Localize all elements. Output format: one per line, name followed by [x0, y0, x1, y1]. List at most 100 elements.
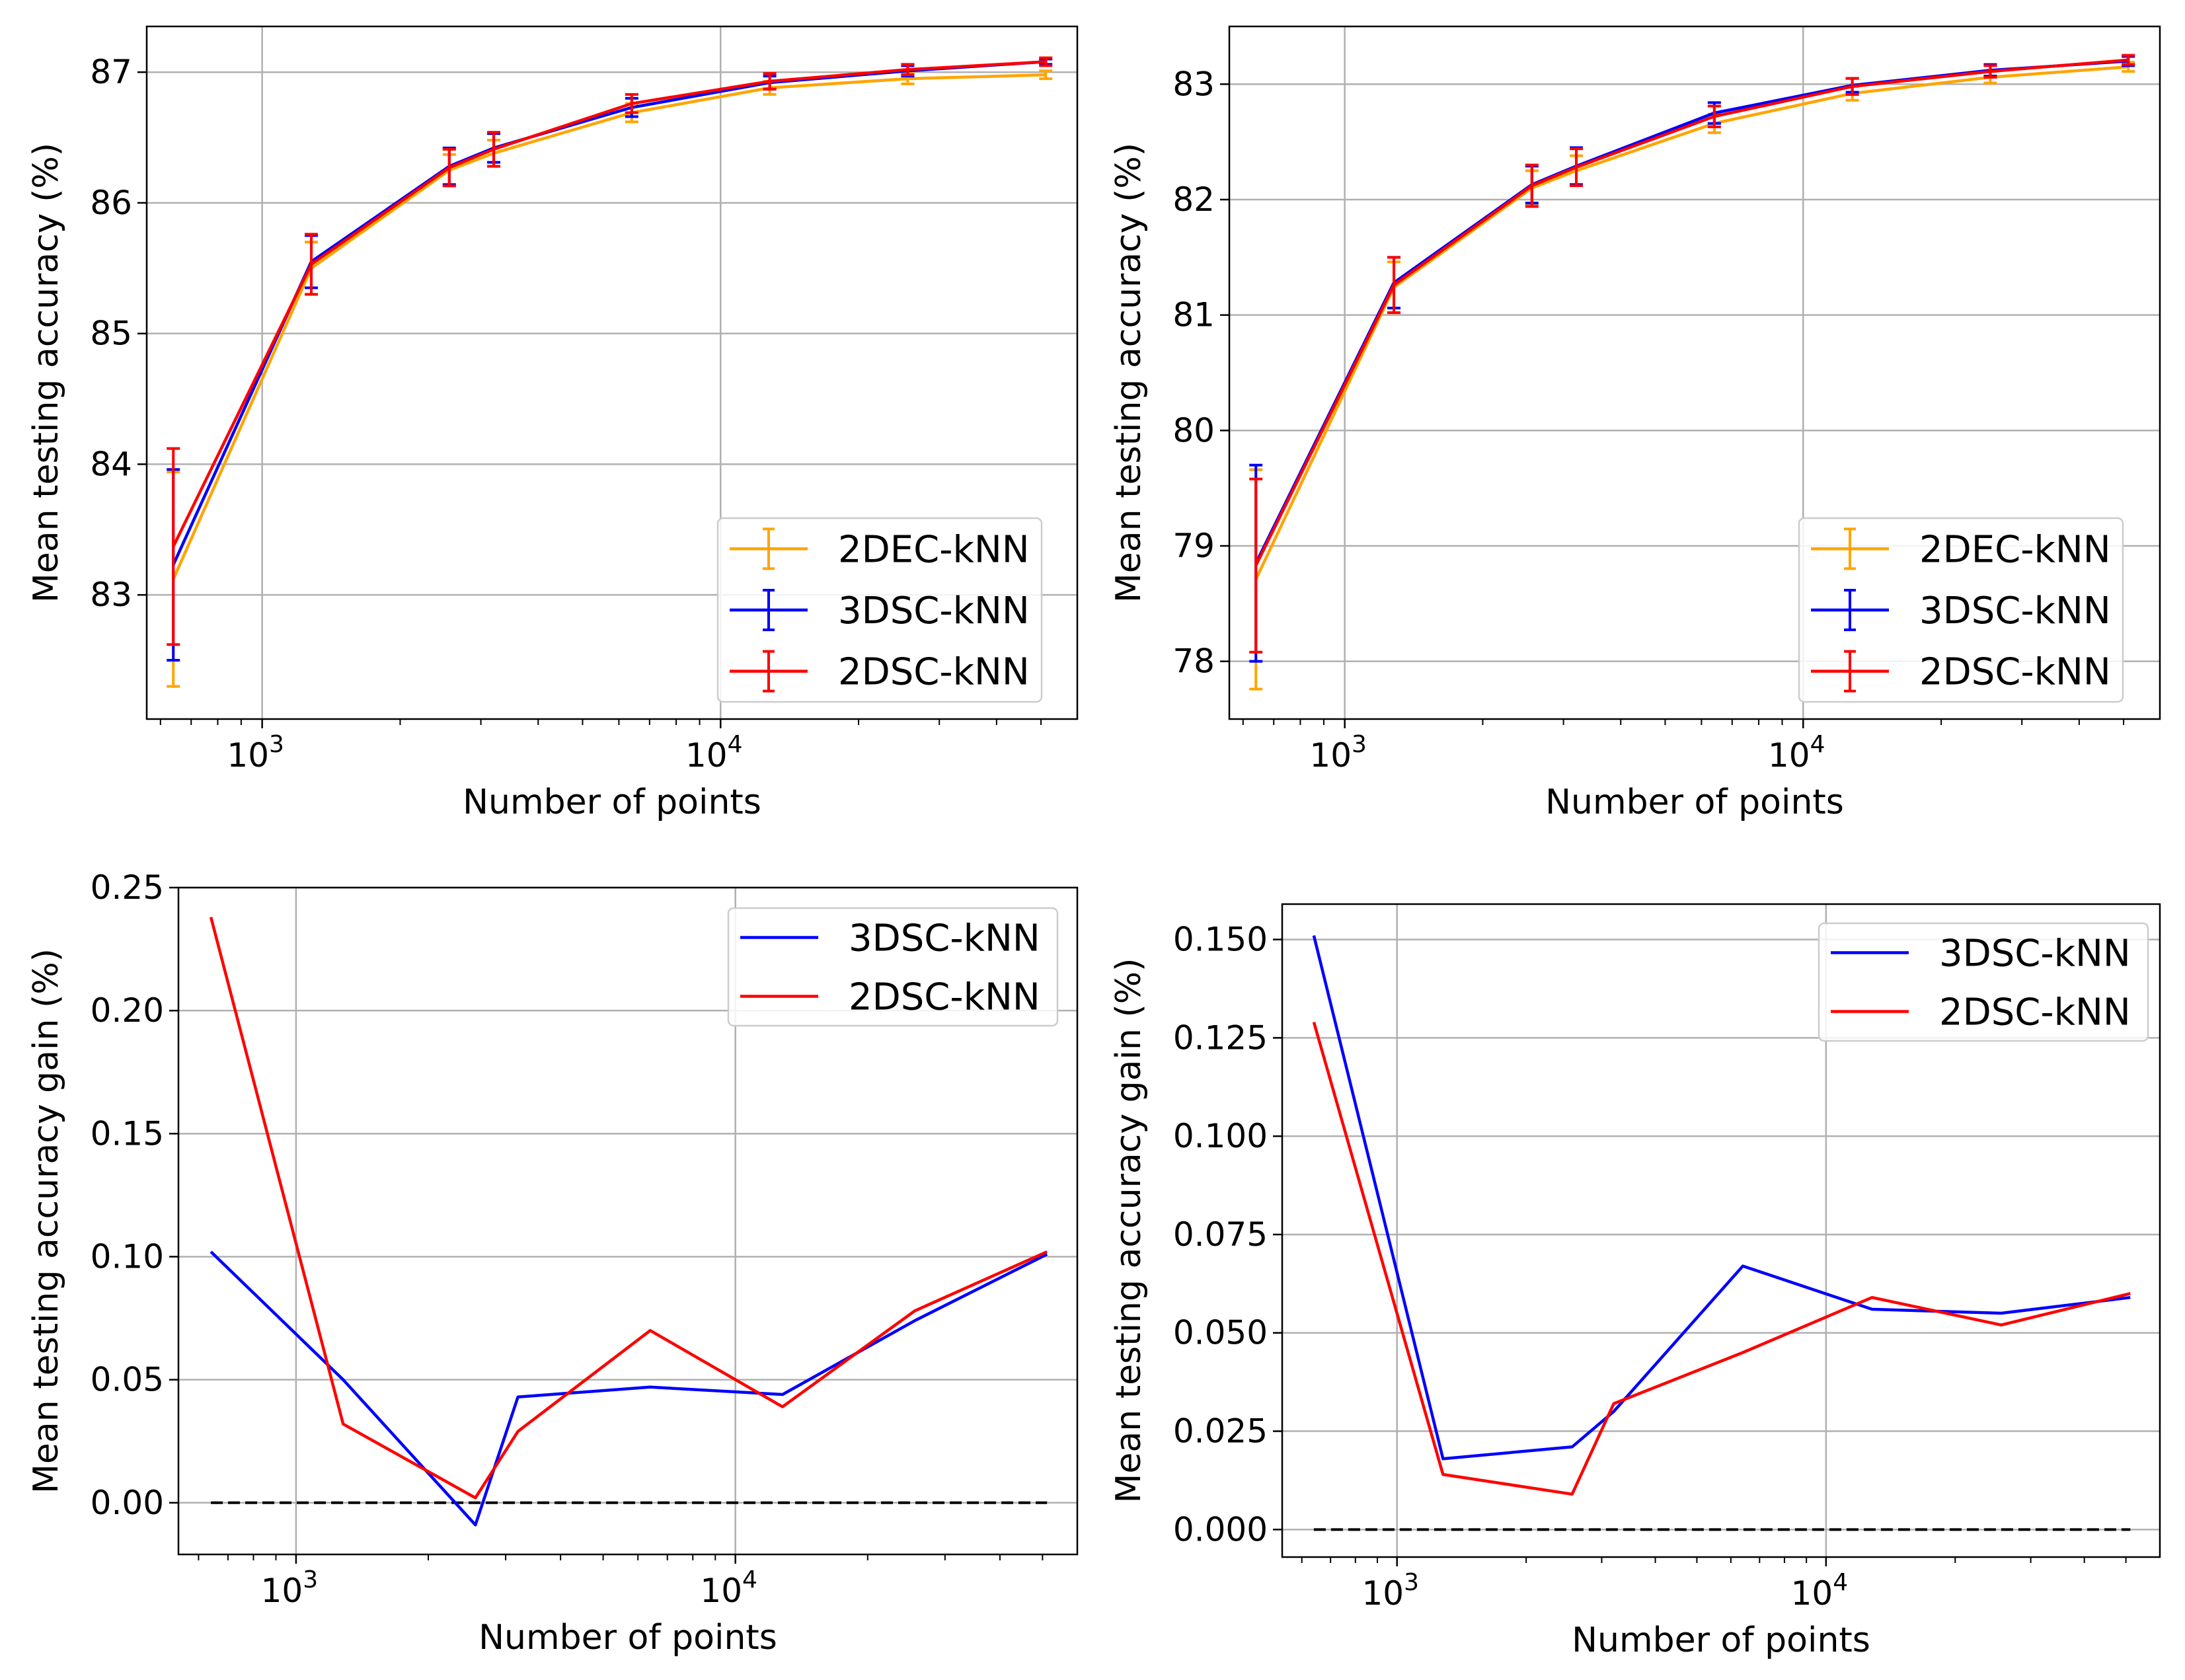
error-bar-2DEC-kNN — [1039, 69, 1053, 81]
series-line-3DSC-kNN — [210, 1250, 1048, 1527]
series-line-3DSC-kNN — [1312, 935, 2131, 1461]
y-tick-label: 83 — [90, 576, 132, 614]
error-bar-2DSC-kNN — [305, 233, 319, 296]
error-bar-2DSC-kNN — [1707, 104, 1721, 128]
x-tick-label-base: 10 — [1768, 736, 1810, 775]
x-tick-label-base: 10 — [1309, 736, 1352, 775]
error-bar-2DSC-kNN — [1845, 77, 1859, 96]
x-tick-label-base: 10 — [700, 1572, 742, 1610]
error-bar-2DSC-kNN — [2122, 54, 2135, 66]
y-tick-label: 0.050 — [1173, 1314, 1268, 1352]
x-tick-label: 103 — [1361, 1569, 1419, 1613]
legend-label: 3DSC-kNN — [849, 917, 1040, 960]
y-tick-label: 0.00 — [91, 1484, 164, 1522]
error-bar-2DSC-kNN — [1983, 64, 1997, 79]
legend: 3DSC-kNN 2DSC-kNN — [1818, 922, 2149, 1042]
error-bar-2DSC-kNN — [1387, 256, 1401, 315]
x-axis-label: Number of points — [479, 1618, 777, 1658]
y-axis-label: Mean testing accuracy gain (%) — [1109, 958, 1149, 1504]
x-tick-label: 104 — [1768, 731, 1825, 775]
x-tick-label-exponent: 3 — [303, 1566, 318, 1593]
y-tick-label: 0.25 — [91, 868, 164, 907]
x-tick-label: 104 — [700, 1566, 757, 1610]
y-tick-label: 0.025 — [1173, 1412, 1268, 1451]
legend: 2DEC-kNN 3DSC-kNN 2DSC-kNN — [716, 517, 1043, 703]
y-tick-label: 0.125 — [1173, 1018, 1268, 1057]
legend-label: 3DSC-kNN — [1939, 933, 2131, 975]
y-tick-label: 0.075 — [1173, 1215, 1268, 1254]
error-bar-2DSC-kNN — [487, 131, 501, 168]
x-tick-label: 103 — [261, 1566, 319, 1610]
x-tick-label-exponent: 3 — [1404, 1569, 1419, 1596]
x-axis-label: Number of points — [1545, 783, 1844, 822]
legend-label: 3DSC-kNN — [1919, 590, 2111, 632]
x-tick-label: 104 — [1791, 1569, 1849, 1613]
error-bar-2DSC-kNN — [1525, 163, 1539, 208]
x-tick-label-exponent: 4 — [1810, 731, 1825, 758]
y-tick-label: 86 — [90, 184, 132, 222]
y-tick-label: 85 — [90, 315, 132, 353]
y-tick-label: 87 — [90, 53, 132, 91]
x-tick-label-base: 10 — [261, 1572, 303, 1610]
x-tick-label: 104 — [685, 731, 743, 775]
y-tick-label: 0.150 — [1173, 921, 1268, 959]
error-bar-2DSC-kNN — [1039, 56, 1053, 67]
legend-box — [716, 517, 1043, 703]
x-tick-label-exponent: 4 — [728, 731, 743, 758]
x-tick-label-base: 10 — [685, 736, 728, 775]
error-bar-2DSC-kNN — [1249, 477, 1263, 654]
x-tick-label: 103 — [1309, 731, 1367, 775]
x-tick-label-exponent: 3 — [269, 731, 284, 758]
y-tick-label: 83 — [1172, 65, 1215, 103]
y-axis-label: Mean testing accuracy (%) — [26, 143, 66, 603]
legend-box — [1798, 517, 2124, 703]
x-tick-label-exponent: 3 — [1352, 731, 1367, 758]
y-tick-label: 0.000 — [1173, 1510, 1268, 1548]
legend-label: 2DSC-kNN — [849, 976, 1040, 1019]
series-line-2DSC-kNN — [1254, 58, 2129, 566]
x-axis-label: Number of points — [1572, 1621, 1870, 1660]
x-tick-label: 103 — [227, 731, 284, 775]
y-tick-label: 0.100 — [1173, 1117, 1268, 1155]
y-tick-label: 0.05 — [91, 1361, 164, 1399]
x-tick-label-exponent: 4 — [1833, 1569, 1848, 1596]
y-tick-label: 82 — [1172, 180, 1215, 219]
series-line-2DSC-kNN — [209, 917, 1048, 1500]
series-line-2DSC-kNN — [172, 60, 1046, 547]
axes-frame — [1228, 25, 2161, 720]
x-tick-label-base: 10 — [1361, 1574, 1404, 1613]
x-axis-label: Number of points — [463, 783, 761, 822]
y-tick-label: 81 — [1172, 296, 1215, 334]
y-tick-label: 80 — [1172, 411, 1215, 449]
axes-frame — [1281, 903, 2161, 1558]
y-tick-label: 0.10 — [91, 1237, 164, 1276]
legend-label: 2DSC-kNN — [1919, 651, 2111, 694]
legend-label: 2DSC-kNN — [838, 651, 1030, 694]
axes-frame — [177, 886, 1079, 1556]
error-bar-2DSC-kNN — [1570, 147, 1584, 188]
legend-label: 2DEC-kNN — [1919, 528, 2111, 571]
series-line-2DEC-kNN — [172, 73, 1046, 580]
error-bar-2DSC-kNN — [167, 447, 180, 646]
axes-frame — [145, 25, 1079, 720]
x-tick-label-base: 10 — [1791, 1574, 1833, 1613]
legend: 2DEC-kNN 3DSC-kNN 2DSC-kNN — [1798, 517, 2124, 703]
y-tick-label: 79 — [1172, 527, 1215, 565]
y-tick-label: 84 — [90, 445, 132, 483]
series-line-2DEC-kNN — [1254, 65, 2129, 580]
y-tick-label: 0.20 — [91, 991, 164, 1030]
error-bar-2DSC-kNN — [442, 147, 456, 188]
y-axis-label: Mean testing accuracy (%) — [1109, 143, 1149, 603]
y-tick-label: 78 — [1172, 642, 1215, 681]
series-line-2DSC-kNN — [1312, 1021, 2131, 1496]
legend-label: 2DSC-kNN — [1939, 991, 2131, 1034]
legend: 3DSC-kNN 2DSC-kNN — [727, 907, 1059, 1027]
error-bar-2DSC-kNN — [763, 72, 777, 91]
x-tick-label-base: 10 — [227, 736, 269, 775]
y-tick-label: 0.15 — [91, 1114, 164, 1153]
